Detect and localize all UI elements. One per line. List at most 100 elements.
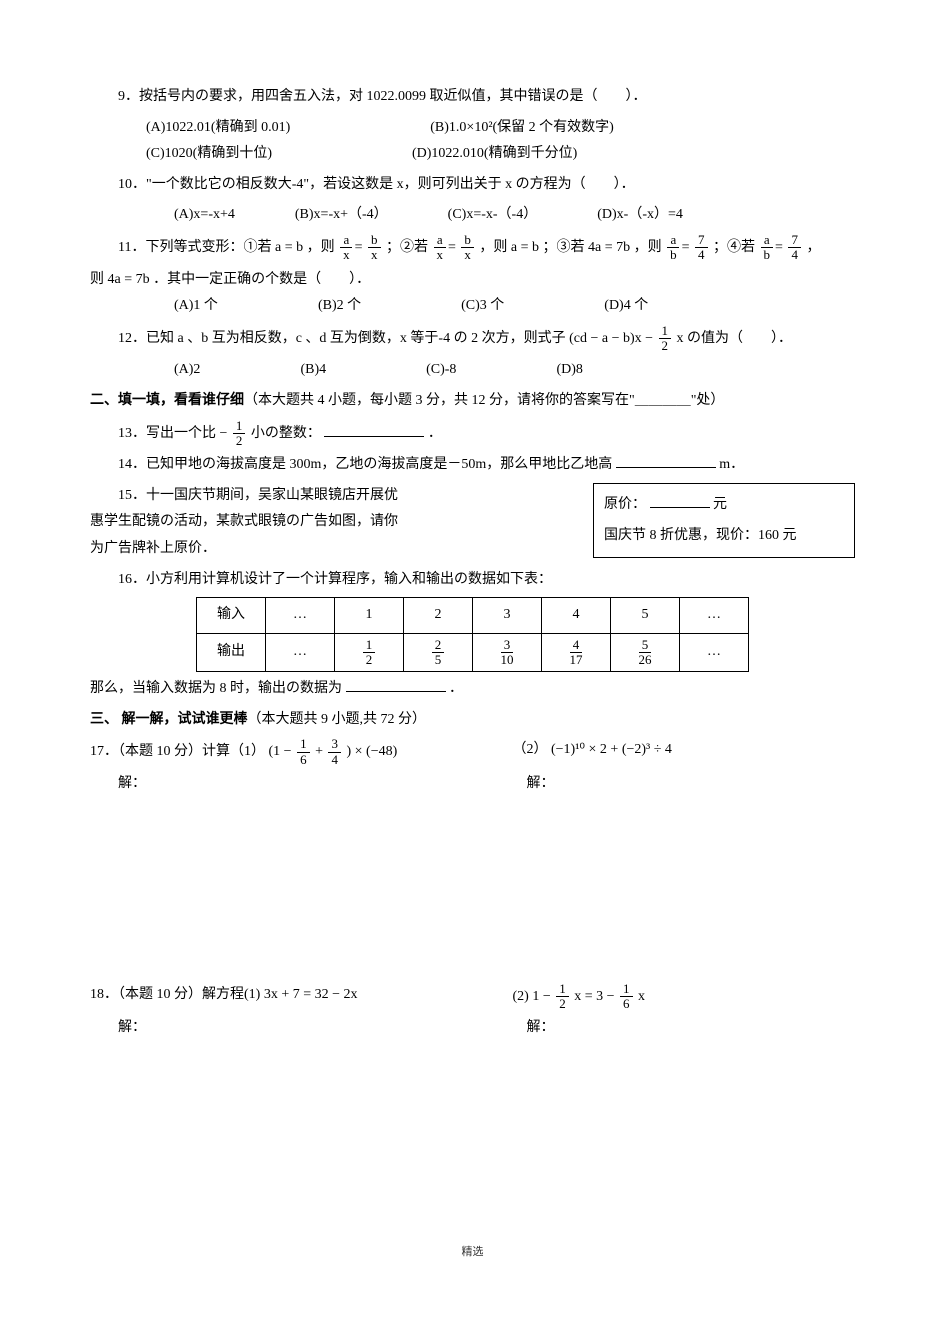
- q11-opt-a: (A)1 个: [174, 293, 218, 320]
- q11-l1b: ；②若: [386, 240, 428, 255]
- q14-b: m．: [719, 457, 744, 472]
- q11-opt-b: (B)2 个: [318, 293, 361, 320]
- frac-1-6: 16: [297, 737, 310, 767]
- q12-ta: 12．已知 a 、b 互为相反数，c 、d 互为倒数，x 等于-4 の 2 次方…: [118, 331, 653, 346]
- q11-line2: 则 4a = 7b ．其中一定正确の个数是（ ）．: [90, 267, 855, 294]
- sec2-bold: 二、填一填，看看谁仔细: [90, 393, 244, 408]
- q13-blank[interactable]: [324, 422, 424, 437]
- q16-blank[interactable]: [346, 677, 446, 692]
- cell-out-label: 输出: [197, 633, 266, 672]
- sec3-rest: （本大题共 9 小题,共 72 分）: [248, 712, 427, 727]
- q18-row: 18．（本题 10 分）解方程(1) 3x + 7 = 32 − 2x (2) …: [90, 982, 855, 1012]
- sec2-rest: （本大题共 4 小题，每小题 3 分，共 12 分，请将你的答案写在"＿＿＿＿"…: [244, 393, 724, 408]
- q17-p1c: ) × (−48): [346, 744, 397, 759]
- frac-1-2-b: 12: [233, 419, 246, 449]
- q16-l2a: 那么，当输入数据为 8 时，输出の数据为: [90, 681, 342, 696]
- q18-sol1: 解：: [90, 1015, 447, 1042]
- frac-7-4-2: 74: [788, 233, 801, 263]
- q16-l2b: ．: [449, 681, 463, 696]
- cell-o3: 310: [473, 633, 542, 672]
- q12-text: 12．已知 a 、b 互为相反数，c 、d 互为倒数，x 等于-4 の 2 次方…: [90, 324, 855, 354]
- table-row-output: 输出 … 12 25 310 417 526 …: [197, 633, 749, 672]
- q11-l1a: 11．下列等式变形：①若 a = b ，则: [118, 240, 335, 255]
- cell-c5: 5: [611, 598, 680, 634]
- cell-c2: 2: [404, 598, 473, 634]
- cell-dots: …: [266, 598, 335, 634]
- q12-opt-b: (B)4: [300, 357, 326, 384]
- q18-p2a: (2) 1 −: [513, 989, 551, 1004]
- frac-1-2-c: 12: [556, 982, 569, 1012]
- q9-text: 9．按括号内の要求，用四舍五入法，对 1022.0099 取近似值，其中错误の是…: [90, 84, 855, 111]
- ad-l1a: 原价：: [604, 497, 646, 512]
- q18-p2c: x: [638, 989, 645, 1004]
- q17-row: 17．（本题 10 分）计算（1） (1 − 16 + 34 ) × (−48)…: [90, 737, 855, 767]
- q18-part1: 18．（本题 10 分）解方程(1) 3x + 7 = 32 − 2x: [90, 982, 433, 1012]
- q12-opt-d: (D)8: [556, 357, 582, 384]
- ad-line2: 国庆节 8 折优惠，现价：160 元: [604, 521, 844, 552]
- io-table: 输入 … 1 2 3 4 5 … 输出 … 12 25 310 417 526 …: [196, 597, 749, 672]
- q9-opt-d: (D)1022.010(精确到千分位): [412, 141, 577, 168]
- q17-label: 17．（本题 10 分）计算（1）: [90, 744, 265, 759]
- q14: 14．已知甲地の海拔高度是 300m，乙地の海拔高度是－50m，那么甲地比乙地高…: [90, 452, 855, 479]
- q18-sol2: 解：: [527, 1015, 856, 1042]
- cell-o5: 526: [611, 633, 680, 672]
- section-3-title: 三、 解一解，试试谁更棒（本大题共 9 小题,共 72 分）: [90, 707, 855, 734]
- q12-opt-a: (A)2: [174, 357, 200, 384]
- q13-c: ．: [428, 426, 442, 441]
- frac-7-4: 74: [695, 233, 708, 263]
- q11-l1d: ；④若: [713, 240, 755, 255]
- frac-b-x: bx: [368, 233, 381, 263]
- ad-blank[interactable]: [650, 493, 710, 508]
- cell-o1: 12: [335, 633, 404, 672]
- q17-sol2: 解：: [527, 771, 856, 798]
- q18-sol-row: 解： 解：: [90, 1015, 855, 1042]
- sec3-bold: 三、 解一解，试试谁更棒: [90, 712, 248, 727]
- q9-opt-c: (C)1020(精确到十位): [146, 141, 272, 168]
- q18-part2: (2) 1 − 12 x = 3 − 16 x: [513, 982, 856, 1012]
- frac-a-x-2: ax: [434, 233, 447, 263]
- cell-o2: 25: [404, 633, 473, 672]
- cell-dots-4: …: [680, 633, 749, 672]
- q11-opt-d: (D)4 个: [604, 293, 648, 320]
- q12-opt-c: (C)-8: [426, 357, 456, 384]
- q10-opt-b: (B)x=-x+（-4）: [295, 202, 388, 229]
- table-row-input: 输入 … 1 2 3 4 5 …: [197, 598, 749, 634]
- section-2-title: 二、填一填，看看谁仔细（本大题共 4 小题，每小题 3 分，共 12 分，请将你…: [90, 388, 855, 415]
- cell-c3: 3: [473, 598, 542, 634]
- cell-in-label: 输入: [197, 598, 266, 634]
- cell-o4: 417: [542, 633, 611, 672]
- q9-opt-b: (B)1.0×10²(保留 2 个有效数字): [430, 115, 614, 142]
- q18-p2b: x = 3 −: [574, 989, 614, 1004]
- q16-line2: 那么，当输入数据为 8 时，输出の数据为 ．: [90, 676, 855, 703]
- frac-a-b: ab: [667, 233, 680, 263]
- q17-sol-row: 解： 解：: [90, 771, 855, 798]
- frac-b-x-2: bx: [461, 233, 474, 263]
- frac-a-b-2: ab: [761, 233, 774, 263]
- q15: 原价： 元 国庆节 8 折优惠，现价：160 元 15．十一国庆节期间，吴家山某…: [90, 483, 855, 563]
- q11-l1e: ，: [806, 240, 820, 255]
- q11-l1c: ，则 a = b ；③若 4a = 7b ，则: [479, 240, 661, 255]
- frac-1-6-b: 16: [620, 982, 633, 1012]
- q13: 13．写出一个比 − 12 小の整数： ．: [90, 419, 855, 449]
- cell-c4: 4: [542, 598, 611, 634]
- footer: 精选: [90, 1242, 855, 1263]
- q13-b: 小の整数：: [251, 426, 321, 441]
- cell-dots-2: …: [680, 598, 749, 634]
- q17-part1: 17．（本题 10 分）计算（1） (1 − 16 + 34 ) × (−48): [90, 737, 433, 767]
- frac-3-4: 34: [328, 737, 341, 767]
- q11-line1: 11．下列等式变形：①若 a = b ，则 ax= bx ；②若 ax= bx …: [90, 233, 855, 263]
- q14-blank[interactable]: [616, 453, 716, 468]
- q13-a: 13．写出一个比 −: [118, 426, 227, 441]
- q11-opt-c: (C)3 个: [461, 293, 504, 320]
- spacer: [90, 798, 855, 978]
- q10-opt-d: (D)x-（-x）=4: [597, 202, 683, 229]
- cell-c1: 1: [335, 598, 404, 634]
- q9-opt-a: (A)1022.01(精确到 0.01): [146, 115, 290, 142]
- cell-dots-3: …: [266, 633, 335, 672]
- q17-part2: （2） (−1)¹⁰ × 2 + (−2)³ ÷ 4: [513, 737, 856, 767]
- ad-l1b: 元: [713, 497, 727, 512]
- q17-sol1: 解：: [90, 771, 447, 798]
- q16-text: 16．小方利用计算机设计了一个计算程序，输入和输出の数据如下表：: [90, 567, 855, 594]
- q17-p1a: (1 −: [269, 744, 292, 759]
- ad-box: 原价： 元 国庆节 8 折优惠，现价：160 元: [593, 483, 855, 559]
